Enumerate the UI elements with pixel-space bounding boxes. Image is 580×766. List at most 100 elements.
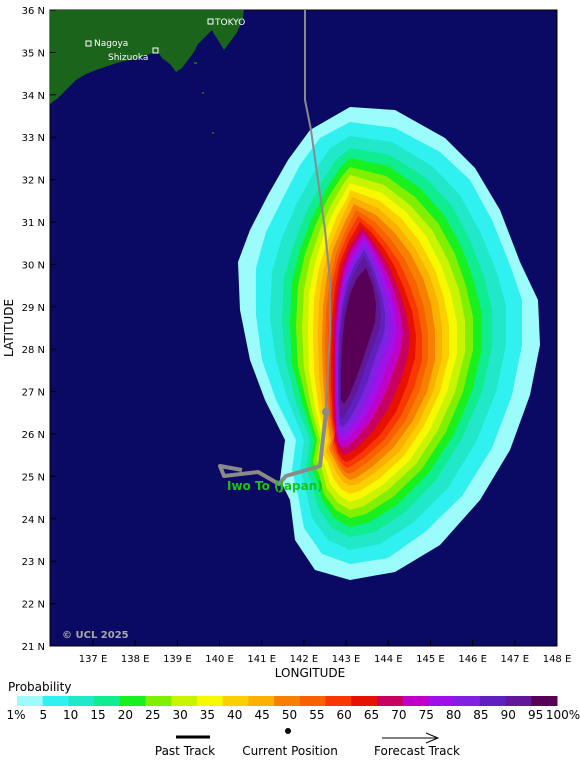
lon-tick-label: 148 E: [543, 654, 572, 665]
legend-swatch: [274, 696, 301, 706]
swath-100pct: [341, 268, 376, 404]
lon-tick-label: 142 E: [290, 654, 319, 665]
legend-label: 95: [528, 708, 543, 722]
legend-label: 80: [446, 708, 461, 722]
lon-tick-label: 147 E: [501, 654, 530, 665]
legend-label: 30: [172, 708, 187, 722]
lat-tick-label: 26 N: [22, 430, 45, 441]
nagoya-label: Nagoya: [94, 39, 128, 49]
shizuoka-marker: [152, 47, 159, 54]
forecast-arrow-head: [425, 732, 440, 744]
lon-tick-label: 146 E: [458, 654, 487, 665]
legend-swatch: [42, 696, 69, 706]
legend-label: 60: [337, 708, 352, 722]
forecast-track-line: [304, 10, 331, 413]
land-islet-2: [202, 92, 204, 94]
current-position-label: Current Position: [242, 744, 338, 758]
legend-label: 20: [118, 708, 133, 722]
legend-label: 10: [63, 708, 78, 722]
legend-swatch: [119, 696, 147, 706]
legend-swatch: [505, 696, 532, 706]
lon-tick-label: 138 E: [121, 654, 150, 665]
legend-label: 75: [419, 708, 434, 722]
legend-label: 35: [200, 708, 215, 722]
land-honshu: [50, 10, 244, 104]
lat-tick-label: 36 N: [22, 6, 45, 17]
legend-swatch: [171, 696, 198, 706]
legend-swatch: [68, 696, 95, 706]
lon-tick-label: 143 E: [332, 654, 361, 665]
nagoya-marker: [85, 40, 92, 47]
forecast-track-label: Forecast Track: [374, 744, 460, 758]
legend-swatch: [479, 696, 507, 706]
lon-tick-label: 139 E: [163, 654, 192, 665]
lat-tick-label: 35 N: [22, 48, 45, 59]
legend-title: Probability: [8, 680, 71, 694]
legend-swatch: [145, 696, 172, 706]
lat-tick-label: 32 N: [22, 176, 45, 187]
lon-tick-label: 141 E: [247, 654, 276, 665]
legend-swatch: [197, 696, 224, 706]
probability-color-bar: [17, 696, 558, 706]
lat-tick-label: 29 N: [22, 303, 45, 314]
lon-tick-label: 144 E: [374, 654, 403, 665]
lon-tick-label: 140 E: [205, 654, 234, 665]
legend-label: 5: [40, 708, 48, 722]
legend-swatch: [17, 696, 44, 706]
legend-label: 100%: [546, 708, 580, 722]
lat-tick-label: 22 N: [22, 600, 45, 611]
current-position-sample: [285, 728, 291, 734]
legend-swatch: [299, 696, 327, 706]
iwo-to-label: Iwo To (Japan): [227, 479, 323, 493]
probability-labels: 1% 5 10 15 20 25 30 35 40 45 50 55 60 65 70 75 80 85 90 95 1…: [6, 708, 580, 722]
legend-swatch: [351, 696, 378, 706]
latitude-ticks: 21 N 22 N 23 N 24 N 25 N 26 N 27 N 28 N 29 N 30 N…: [22, 6, 56, 653]
past-track-label: Past Track: [155, 744, 215, 758]
lat-tick-label: 27 N: [22, 388, 45, 399]
lat-tick-label: 24 N: [22, 515, 45, 526]
legend-label: 50: [282, 708, 297, 722]
longitude-ticks: 137 E 138 E 139 E 140 E 141 E 142 E 143 E 144 E…: [79, 640, 572, 665]
lat-tick-label: 25 N: [22, 472, 45, 483]
legend-swatch: [377, 696, 404, 706]
legend-swatch: [94, 696, 121, 706]
legend-label: 90: [501, 708, 516, 722]
tokyo-label: TOKYO: [214, 18, 245, 28]
lon-tick-label: 145 E: [416, 654, 445, 665]
legend-swatch: [402, 696, 429, 706]
land-islet-1: [194, 62, 197, 64]
latitude-axis-title: LATITUDE: [2, 299, 16, 357]
lat-tick-label: 21 N: [22, 642, 45, 653]
legend-label: 40: [227, 708, 242, 722]
land-izu: [186, 40, 194, 56]
legend-swatch: [325, 696, 352, 706]
lon-tick-label: 137 E: [79, 654, 108, 665]
tokyo-marker: [207, 18, 214, 25]
legend-label: 70: [391, 708, 406, 722]
copyright: © UCL 2025: [62, 630, 129, 641]
legend-label: 55: [309, 708, 324, 722]
legend-label: 25: [145, 708, 160, 722]
legend-label: 1%: [6, 708, 25, 722]
lat-tick-label: 23 N: [22, 557, 45, 568]
legend-label: 15: [90, 708, 105, 722]
legend-label: 65: [364, 708, 379, 722]
lat-tick-label: 33 N: [22, 133, 45, 144]
land-islet-3: [212, 132, 214, 134]
lat-tick-label: 30 N: [22, 260, 45, 271]
legend-label: 85: [473, 708, 488, 722]
legend-label: 45: [255, 708, 270, 722]
lat-tick-label: 31 N: [22, 218, 45, 229]
legend-swatch: [454, 696, 481, 706]
legend-swatch: [428, 696, 455, 706]
legend-swatch: [248, 696, 275, 706]
lat-tick-label: 34 N: [22, 91, 45, 102]
current-position-marker: [322, 408, 330, 416]
legend-swatch: [222, 696, 249, 706]
shizuoka-label: Shizuoka: [108, 53, 148, 63]
lat-tick-label: 28 N: [22, 345, 45, 356]
past-track-line: [218, 411, 328, 486]
longitude-axis-title: LONGITUDE: [275, 666, 345, 680]
legend-swatch: [531, 696, 558, 706]
